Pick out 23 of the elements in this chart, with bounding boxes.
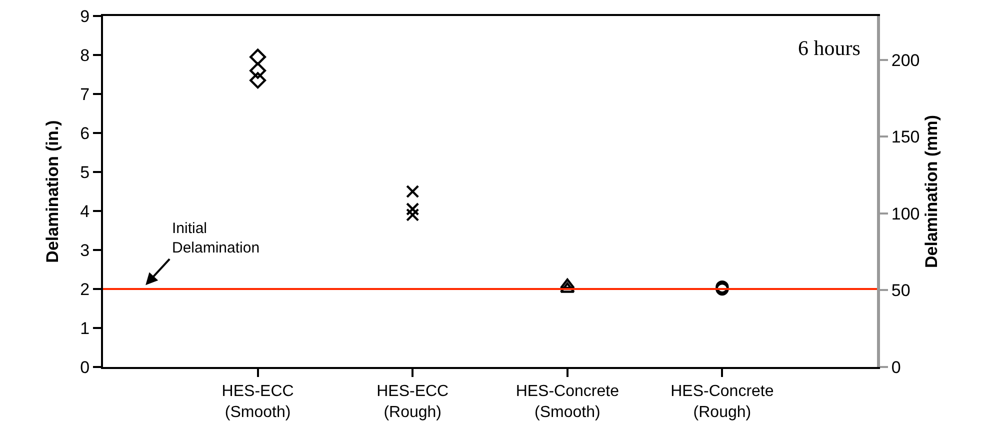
y-tick-label: 1 (80, 318, 90, 338)
x-tick-label: HES-Concrete (Smooth) (516, 383, 620, 421)
y-axis-title: Delamination (in.) (43, 120, 62, 263)
y2-tick-label: 0 (891, 358, 901, 377)
x-tick-label: HES-ECC (Smooth) (222, 383, 294, 421)
y-tick-label: 2 (80, 280, 90, 299)
x-tick-label: HES-ECC (Rough) (376, 383, 449, 421)
y-tick-label: 5 (80, 162, 90, 182)
y-tick-label: 6 (80, 124, 90, 143)
annotation: Initial Delamination (172, 220, 260, 256)
y2-tick-label: 200 (891, 50, 920, 70)
y-tick-label: 9 (80, 6, 90, 26)
y-tick-label: 8 (80, 46, 90, 65)
annotation: 6 hours (798, 36, 860, 60)
y2-tick-label: 50 (891, 281, 910, 300)
y-tick-label: 0 (80, 358, 90, 377)
x-tick-label: HES-Concrete (Rough) (670, 383, 774, 421)
y2-tick-label: 100 (891, 204, 920, 224)
y2-tick-label: 150 (891, 128, 920, 147)
y-tick-label: 4 (80, 202, 90, 221)
y-tick-label: 3 (80, 240, 90, 260)
y2-axis-title: Delamination (mm) (922, 114, 941, 268)
y-tick-label: 7 (80, 84, 90, 104)
